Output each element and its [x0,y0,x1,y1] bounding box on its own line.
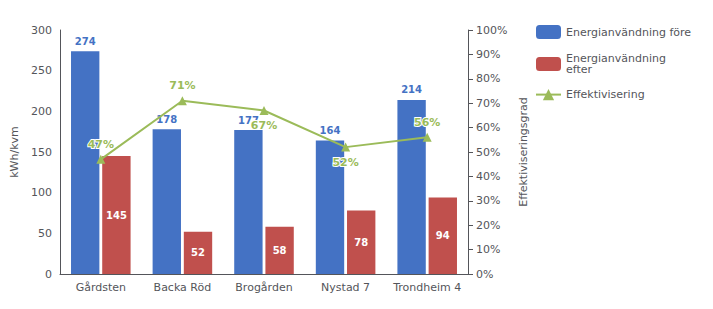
svg-text:60%: 60% [476,121,500,134]
svg-text:Trondheim 4: Trondheim 4 [392,281,461,294]
svg-text:177: 177 [238,114,259,126]
svg-text:80%: 80% [476,72,500,85]
svg-text:90%: 90% [476,48,500,61]
svg-text:56%: 56% [414,116,440,129]
svg-text:70%: 70% [476,97,500,110]
svg-text:200: 200 [31,105,52,118]
svg-text:214: 214 [401,84,422,95]
svg-text:Energianvändning: Energianvändning [566,52,666,65]
svg-text:Effektiviseringsgrad: Effektiviseringsgrad [517,97,530,207]
svg-text:100%: 100% [476,24,507,37]
svg-text:67%: 67% [251,119,277,132]
svg-text:efter: efter [566,63,593,76]
svg-text:52%: 52% [332,156,358,169]
svg-text:Gårdsten: Gårdsten [76,281,126,294]
svg-text:Nystad 7: Nystad 7 [321,281,370,294]
svg-text:40%: 40% [476,170,500,183]
svg-text:kWh/kvm: kWh/kvm [8,126,21,178]
svg-text:300: 300 [31,24,52,37]
svg-text:Backa Röd: Backa Röd [154,281,212,294]
svg-text:30%: 30% [476,194,500,207]
svg-text:50: 50 [38,227,52,240]
svg-text:78: 78 [354,237,368,248]
svg-text:Brogården: Brogården [235,281,292,294]
svg-text:250: 250 [31,64,52,77]
svg-text:150: 150 [31,146,52,159]
svg-text:50%: 50% [476,146,500,159]
svg-text:47%: 47% [88,138,114,151]
svg-text:Effektivisering: Effektivisering [566,88,645,101]
svg-text:52: 52 [191,247,205,258]
svg-text:164: 164 [320,125,341,136]
svg-text:10%: 10% [476,243,500,256]
svg-text:94: 94 [436,230,450,241]
svg-text:274: 274 [75,36,96,47]
svg-text:20%: 20% [476,219,500,232]
svg-text:0: 0 [45,268,52,281]
svg-text:Energianvändning före: Energianvändning före [566,26,691,39]
svg-text:58: 58 [273,245,287,256]
svg-text:0%: 0% [476,268,493,281]
svg-text:145: 145 [106,210,127,221]
svg-text:71%: 71% [169,79,195,92]
svg-text:100: 100 [31,186,52,199]
svg-text:178: 178 [156,114,177,125]
